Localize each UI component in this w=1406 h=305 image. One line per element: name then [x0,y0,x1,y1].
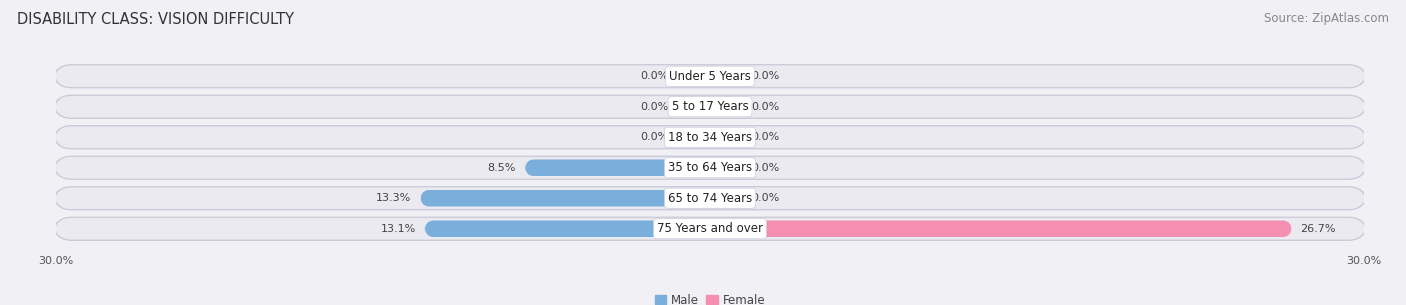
FancyBboxPatch shape [53,154,1367,181]
Text: 75 Years and over: 75 Years and over [657,222,763,235]
Text: 0.0%: 0.0% [751,193,780,203]
FancyBboxPatch shape [49,88,1371,126]
Text: 0.0%: 0.0% [640,71,669,81]
Text: 0.0%: 0.0% [751,71,780,81]
FancyBboxPatch shape [53,63,1367,90]
Text: 0.0%: 0.0% [640,132,669,142]
FancyBboxPatch shape [710,221,1292,237]
FancyBboxPatch shape [49,210,1371,248]
FancyBboxPatch shape [710,68,742,84]
FancyBboxPatch shape [49,149,1371,187]
FancyBboxPatch shape [710,99,742,115]
Text: 0.0%: 0.0% [751,102,780,112]
Text: 8.5%: 8.5% [488,163,516,173]
FancyBboxPatch shape [420,190,710,206]
FancyBboxPatch shape [678,129,710,145]
FancyBboxPatch shape [53,185,1367,212]
Text: 18 to 34 Years: 18 to 34 Years [668,131,752,144]
FancyBboxPatch shape [678,99,710,115]
Text: 0.0%: 0.0% [640,102,669,112]
Text: 0.0%: 0.0% [751,132,780,142]
Text: DISABILITY CLASS: VISION DIFFICULTY: DISABILITY CLASS: VISION DIFFICULTY [17,12,294,27]
FancyBboxPatch shape [710,160,742,176]
Text: Under 5 Years: Under 5 Years [669,70,751,83]
FancyBboxPatch shape [49,179,1371,217]
Text: 13.1%: 13.1% [381,224,416,234]
Text: 26.7%: 26.7% [1301,224,1336,234]
FancyBboxPatch shape [53,124,1367,151]
FancyBboxPatch shape [53,215,1367,242]
FancyBboxPatch shape [678,68,710,84]
Text: Source: ZipAtlas.com: Source: ZipAtlas.com [1264,12,1389,25]
Text: 5 to 17 Years: 5 to 17 Years [672,100,748,113]
FancyBboxPatch shape [49,57,1371,95]
FancyBboxPatch shape [49,118,1371,156]
FancyBboxPatch shape [710,129,742,145]
Text: 0.0%: 0.0% [751,163,780,173]
FancyBboxPatch shape [53,93,1367,120]
Text: 65 to 74 Years: 65 to 74 Years [668,192,752,205]
FancyBboxPatch shape [524,160,710,176]
Legend: Male, Female: Male, Female [655,294,765,305]
FancyBboxPatch shape [710,190,742,206]
FancyBboxPatch shape [425,221,710,237]
Text: 35 to 64 Years: 35 to 64 Years [668,161,752,174]
Text: 13.3%: 13.3% [377,193,412,203]
